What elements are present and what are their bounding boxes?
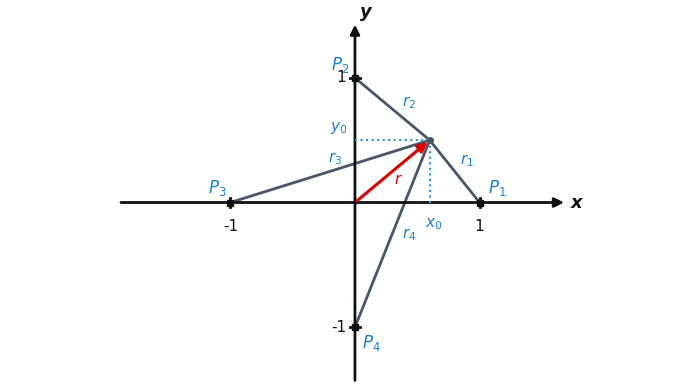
Text: y: y [360, 3, 372, 20]
Text: $P_3$: $P_3$ [208, 178, 227, 198]
Text: $r$: $r$ [394, 172, 403, 187]
Text: $P_4$: $P_4$ [362, 334, 381, 353]
Text: $y_0$: $y_0$ [330, 120, 347, 137]
Text: x: x [571, 193, 582, 212]
Text: -1: -1 [223, 219, 238, 234]
Text: 1: 1 [475, 219, 484, 234]
Text: $P_1$: $P_1$ [488, 178, 507, 198]
Text: $r_4$: $r_4$ [402, 227, 416, 243]
Text: $P_2$: $P_2$ [332, 56, 349, 75]
Text: $r_2$: $r_2$ [402, 95, 416, 111]
Text: $r_3$: $r_3$ [327, 151, 342, 168]
Text: $r_1$: $r_1$ [460, 152, 473, 169]
Text: 1: 1 [336, 70, 346, 85]
Text: -1: -1 [331, 320, 346, 335]
Text: $x_0$: $x_0$ [425, 216, 443, 232]
